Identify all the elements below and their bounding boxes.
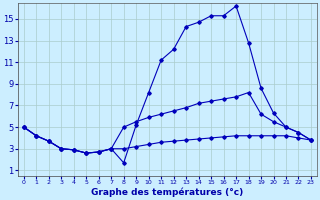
X-axis label: Graphe des températures (°c): Graphe des températures (°c) — [91, 188, 244, 197]
